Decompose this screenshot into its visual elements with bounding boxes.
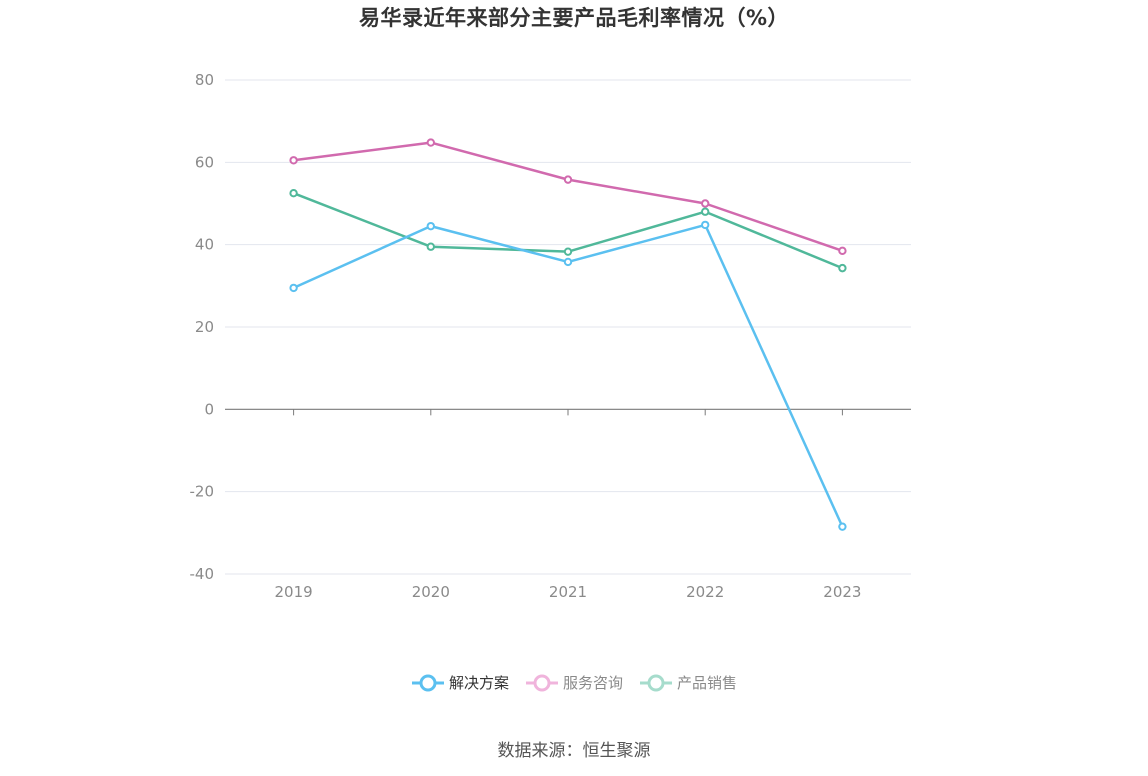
data-point[interactable] <box>701 207 710 216</box>
data-point[interactable] <box>838 263 847 273</box>
legend-symbol-consulting-icon <box>525 674 558 691</box>
series-line <box>293 192 843 270</box>
y-tick-label: -20 <box>190 483 215 501</box>
x-tick-label: 2019 <box>275 583 313 601</box>
data-point[interactable] <box>838 522 847 531</box>
line-chart: 80 60 40 20 0 -20 -40 2019 2020 2021 2022 2023 <box>190 71 911 601</box>
legend-symbol-solutions-icon <box>411 674 444 691</box>
y-tick-labels: 80 60 40 20 0 -20 -40 <box>190 71 215 583</box>
grid-lines <box>225 79 911 575</box>
legend-label-product-sales: 产品销售 <box>677 674 738 692</box>
data-point[interactable] <box>426 221 435 231</box>
series-line <box>293 223 844 528</box>
chart-title: 易华录近年来部分主要产品毛利率情况（%） <box>358 6 790 30</box>
x-tick-labels: 2019 2020 2021 2022 2023 <box>275 583 862 601</box>
x-tick-label: 2023 <box>823 583 861 601</box>
data-point[interactable] <box>289 283 298 293</box>
data-point[interactable] <box>701 199 710 208</box>
series-2 <box>289 189 847 273</box>
data-point[interactable] <box>426 242 435 251</box>
series-lines <box>289 138 847 531</box>
y-tick-label: 0 <box>204 400 214 418</box>
data-point[interactable] <box>838 246 847 256</box>
data-point[interactable] <box>701 220 710 230</box>
legend-item-consulting[interactable]: 服务咨询 <box>525 672 623 693</box>
y-tick-label: 20 <box>195 318 214 336</box>
legend-item-solutions[interactable]: 解决方案 <box>411 672 509 693</box>
y-tick-label: 40 <box>195 236 214 254</box>
legend-label-consulting: 服务咨询 <box>562 674 623 692</box>
data-source-note: 数据来源：恒生聚源 <box>497 741 651 761</box>
legend-item-product-sales[interactable]: 产品销售 <box>639 672 737 693</box>
data-point[interactable] <box>289 189 298 198</box>
data-point[interactable] <box>563 175 573 184</box>
data-point[interactable] <box>426 138 435 147</box>
data-point[interactable] <box>563 257 573 267</box>
x-tick-label: 2022 <box>686 583 724 601</box>
x-tick-label: 2020 <box>412 583 450 601</box>
data-point[interactable] <box>563 247 573 256</box>
x-tick-label: 2021 <box>549 583 587 601</box>
legend: 解决方案 服务咨询 产品销售 <box>0 672 1148 693</box>
series-0 <box>289 220 847 531</box>
series-1 <box>289 138 847 256</box>
data-point[interactable] <box>289 156 298 165</box>
y-tick-label: 80 <box>195 71 214 89</box>
legend-symbol-product-sales-icon <box>640 674 672 691</box>
y-tick-label: 60 <box>195 153 214 171</box>
axes <box>225 408 911 416</box>
legend-label-solutions: 解决方案 <box>448 674 509 692</box>
y-tick-label: -40 <box>190 565 215 583</box>
